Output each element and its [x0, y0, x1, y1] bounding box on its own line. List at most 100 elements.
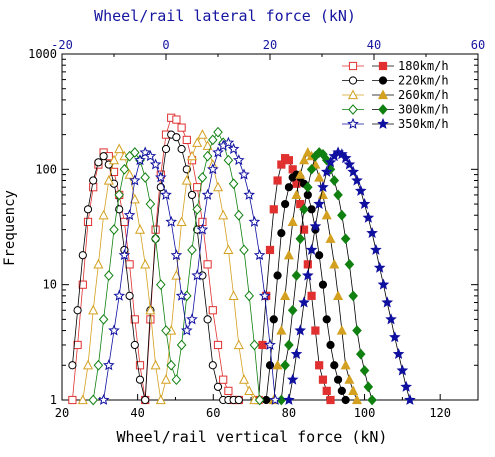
- lateral-point-260km-h: [129, 193, 140, 204]
- lateral-point-220km-h: [78, 251, 87, 260]
- vertical-point-350km-h: [358, 197, 371, 209]
- lateral-point-260km-h: [192, 137, 203, 147]
- lateral-point-260km-h: [108, 154, 120, 165]
- lateral-point-260km-h: [186, 150, 198, 161]
- x2-tick-label: 0: [162, 38, 169, 52]
- legend-marker-open: [347, 89, 359, 100]
- vertical-point-300km-h: [287, 304, 298, 316]
- lateral-point-300km-h: [244, 290, 254, 302]
- lateral-point-220km-h: [94, 158, 103, 167]
- lateral-point-350km-h: [175, 289, 188, 301]
- vertical-point-350km-h: [366, 226, 378, 239]
- x-tick-label: 60: [206, 406, 220, 420]
- lateral-point-350km-h: [191, 269, 204, 281]
- vertical-point-260km-h: [333, 290, 344, 300]
- x-tick-label: 80: [282, 406, 296, 420]
- lateral-point-260km-h: [223, 244, 234, 255]
- lateral-point-350km-h: [108, 324, 120, 336]
- legend-item-180km-h: 180km/h: [342, 59, 449, 73]
- lateral-point-260km-h: [212, 181, 224, 192]
- vertical-point-180km-h: [265, 245, 275, 255]
- lateral-point-300km-h: [119, 163, 130, 175]
- lateral-line-300km-h: [92, 131, 260, 401]
- vertical-point-300km-h: [295, 233, 306, 245]
- vertical-point-300km-h: [333, 189, 343, 201]
- legend-marker-filled: [378, 104, 388, 115]
- lateral-point-260km-h: [181, 175, 192, 185]
- lateral-point-350km-h: [149, 158, 162, 170]
- lateral-point-300km-h: [171, 374, 182, 386]
- lateral-point-220km-h: [99, 152, 108, 161]
- vertical-point-180km-h: [296, 199, 305, 209]
- lateral-line-350km-h: [103, 142, 276, 401]
- lateral-point-350km-h: [97, 393, 110, 405]
- vertical-point-350km-h: [381, 296, 394, 308]
- lateral-point-350km-h: [113, 289, 126, 301]
- lateral-point-300km-h: [202, 150, 213, 162]
- vertical-point-300km-h: [355, 348, 366, 360]
- lateral-point-350km-h: [186, 313, 198, 325]
- vertical-point-220km-h: [269, 315, 278, 324]
- x-tick-label: 20: [55, 406, 69, 420]
- lateral-point-350km-h: [128, 174, 141, 186]
- vertical-point-300km-h: [367, 394, 377, 406]
- x-tick-label: 100: [354, 406, 376, 420]
- lateral-point-350km-h: [212, 146, 224, 158]
- lateral-point-260km-h: [145, 304, 156, 315]
- vertical-point-350km-h: [404, 393, 416, 405]
- lateral-point-350km-h: [134, 154, 146, 166]
- lateral-point-180km-h: [208, 306, 217, 315]
- vertical-point-350km-h: [294, 324, 307, 336]
- x2-tick-label: 20: [263, 38, 277, 52]
- lateral-point-350km-h: [206, 163, 219, 175]
- vertical-point-260km-h: [351, 394, 363, 405]
- lateral-point-300km-h: [249, 339, 260, 351]
- x2-axis-label: Wheel/rail lateral force (kN): [94, 7, 356, 25]
- lateral-point-300km-h: [176, 339, 187, 351]
- lateral-point-220km-h: [73, 306, 82, 315]
- legend-marker-open: [348, 61, 358, 71]
- series-260km-h: [77, 129, 363, 405]
- legend-item-350km-h: 350km/h: [342, 117, 449, 131]
- lateral-point-350km-h: [118, 249, 131, 261]
- lateral-point-350km-h: [227, 142, 240, 154]
- lateral-point-260km-h: [197, 129, 208, 139]
- vertical-point-350km-h: [290, 347, 303, 360]
- lateral-point-350km-h: [160, 188, 172, 200]
- vertical-point-260km-h: [344, 374, 355, 384]
- lateral-point-350km-h: [243, 188, 256, 200]
- lateral-point-260km-h: [140, 258, 151, 269]
- legend-label: 180km/h: [398, 59, 449, 73]
- lateral-point-220km-h: [234, 395, 243, 405]
- vertical-point-220km-h: [307, 205, 316, 214]
- lateral-point-260km-h: [134, 224, 146, 234]
- vertical-point-350km-h: [370, 243, 382, 255]
- lateral-point-300km-h: [208, 134, 218, 146]
- lateral-point-300km-h: [145, 198, 156, 210]
- x2-tick-label: -20: [51, 38, 73, 52]
- lateral-point-350km-h: [258, 289, 271, 301]
- lateral-point-220km-h: [187, 190, 197, 200]
- lateral-point-300km-h: [254, 394, 265, 406]
- vertical-point-300km-h: [363, 381, 374, 393]
- lateral-point-350km-h: [253, 249, 266, 261]
- lateral-point-220km-h: [130, 340, 139, 350]
- vertical-point-350km-h: [313, 197, 325, 209]
- legend-label: 350km/h: [398, 117, 449, 131]
- x-axis-label: Wheel/rail vertical force (kN): [117, 428, 388, 446]
- vertical-point-180km-h: [273, 176, 282, 185]
- lateral-point-260km-h: [77, 394, 88, 405]
- lateral-point-300km-h: [130, 147, 140, 158]
- vertical-point-350km-h: [283, 393, 295, 405]
- lateral-point-220km-h: [177, 144, 186, 154]
- vertical-point-350km-h: [317, 181, 329, 193]
- lateral-point-350km-h: [269, 393, 282, 405]
- legend-item-300km-h: 300km/h: [342, 103, 449, 117]
- vertical-point-220km-h: [322, 315, 331, 324]
- vertical-point-180km-h: [258, 340, 267, 350]
- vertical-point-180km-h: [307, 291, 316, 300]
- lateral-point-220km-h: [68, 361, 77, 370]
- vertical-point-180km-h: [311, 326, 320, 335]
- vertical-point-300km-h: [359, 365, 370, 376]
- legend-marker-filled: [377, 89, 389, 100]
